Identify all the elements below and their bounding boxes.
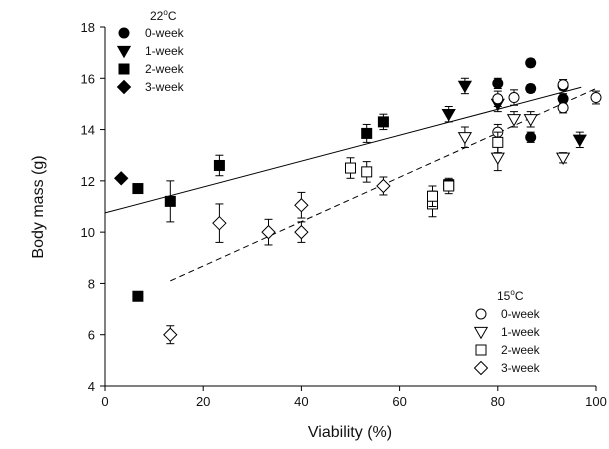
data-point-15c-0w [492,93,504,105]
data-point-15c-0w [557,102,569,114]
legend-22c-label: 3-week [145,80,185,94]
data-point-15c-3w [212,215,227,231]
x-tick-label: 60 [392,394,406,409]
x-tick-label: 100 [585,394,607,409]
data-point-15c-0w [557,79,569,91]
y-tick-label: 4 [88,379,95,394]
legend-22c-title-unit: C [168,9,177,23]
legend-15c-marker-3-week [473,360,489,376]
regression-lines [104,86,597,282]
data-point-15c-1w [490,152,505,166]
data-point-15c-3w [294,198,309,213]
data-point-22c-2w [377,116,389,128]
data-point-22c-2w [213,159,225,171]
x-axis-label: Viability (%) [308,424,392,441]
legend-15c-label: 1-week [501,325,541,339]
data-point-15c-2w [492,136,504,148]
legend-15c-marker-1-week [473,326,489,340]
data-point-15c-1w [555,152,571,166]
ticks: 0 20 40 60 80 100 4 6 8 10 12 14 16 18 [81,20,607,409]
data-point-22c-3w [113,171,129,186]
data-point-15c-1w [506,114,522,127]
x-tick-label: 40 [294,394,308,409]
data-point-22c-2w [132,183,144,195]
data-point-15c-0w [508,92,520,104]
legend-22c-label: 0-week [145,26,185,40]
x-tick-label: 20 [196,394,210,409]
data-point-22c-1w [572,134,587,148]
data-point-22c-1w [457,80,473,94]
data-points [113,57,602,345]
legend-15c-title-unit: C [515,289,524,303]
data-point-15c-2w [345,162,356,174]
data-point-15c-1w [523,114,538,127]
legend-22c-marker-0-week [118,27,130,39]
y-tick-label: 18 [81,20,95,35]
x-tick-label: 80 [491,394,505,409]
data-point-22c-2w [132,290,144,302]
y-tick-label: 10 [81,225,95,240]
data-point-15c-2w [361,166,373,178]
legend-15c-marker-2-week [475,344,487,356]
legend-22c-title-number: 22 [150,9,164,23]
legend-22c-marker-2-week [118,63,130,75]
legend-22c-title: 22oC [150,8,177,23]
data-point-22c-0w [525,57,537,69]
degree-symbol: o [510,288,515,297]
y-tick-label: 14 [81,123,95,138]
regression-line-22c [104,86,582,214]
y-tick-label: 12 [81,174,95,189]
y-tick-label: 16 [81,71,95,86]
data-point-15c-1w [457,132,473,145]
legend-15c: 15oC 0-week 1-week 2-week 3-week [473,288,541,376]
legend-22c-label: 2-week [145,62,185,76]
legend-15c-label: 2-week [501,343,541,357]
data-point-15c-3w [376,178,391,194]
degree-symbol: o [163,8,168,17]
y-tick-label: 6 [88,328,95,343]
legend-15c-marker-0-week [475,308,487,320]
legend-15c-label: 0-week [501,307,541,321]
data-point-15c-3w [261,224,276,240]
data-point-22c-2w [361,127,373,139]
data-point-22c-0w [492,77,504,89]
data-point-22c-0w [525,131,537,143]
legend-22c: 22oC 0-week 1-week 2-week 3-week [116,8,185,95]
y-tick-label: 8 [88,276,95,291]
data-point-15c-3w [294,224,309,240]
data-point-22c-0w [525,83,537,95]
data-point-15c-0w [590,92,602,104]
legend-15c-title: 15oC [497,288,524,303]
legend-22c-marker-1-week [116,45,132,59]
legend-22c-label: 1-week [145,44,185,58]
axes [104,27,596,387]
data-point-15c-3w [163,327,178,342]
legend-22c-marker-3-week [116,79,132,95]
legend-15c-title-number: 15 [497,289,511,303]
data-point-15c-2w [426,190,438,202]
legend-15c-label: 3-week [501,361,541,375]
x-tick-label: 0 [101,394,108,409]
y-axis-label: Body mass (g) [30,155,47,258]
data-point-22c-1w [441,108,456,122]
data-point-15c-2w [443,180,455,192]
data-point-22c-2w [164,195,176,207]
